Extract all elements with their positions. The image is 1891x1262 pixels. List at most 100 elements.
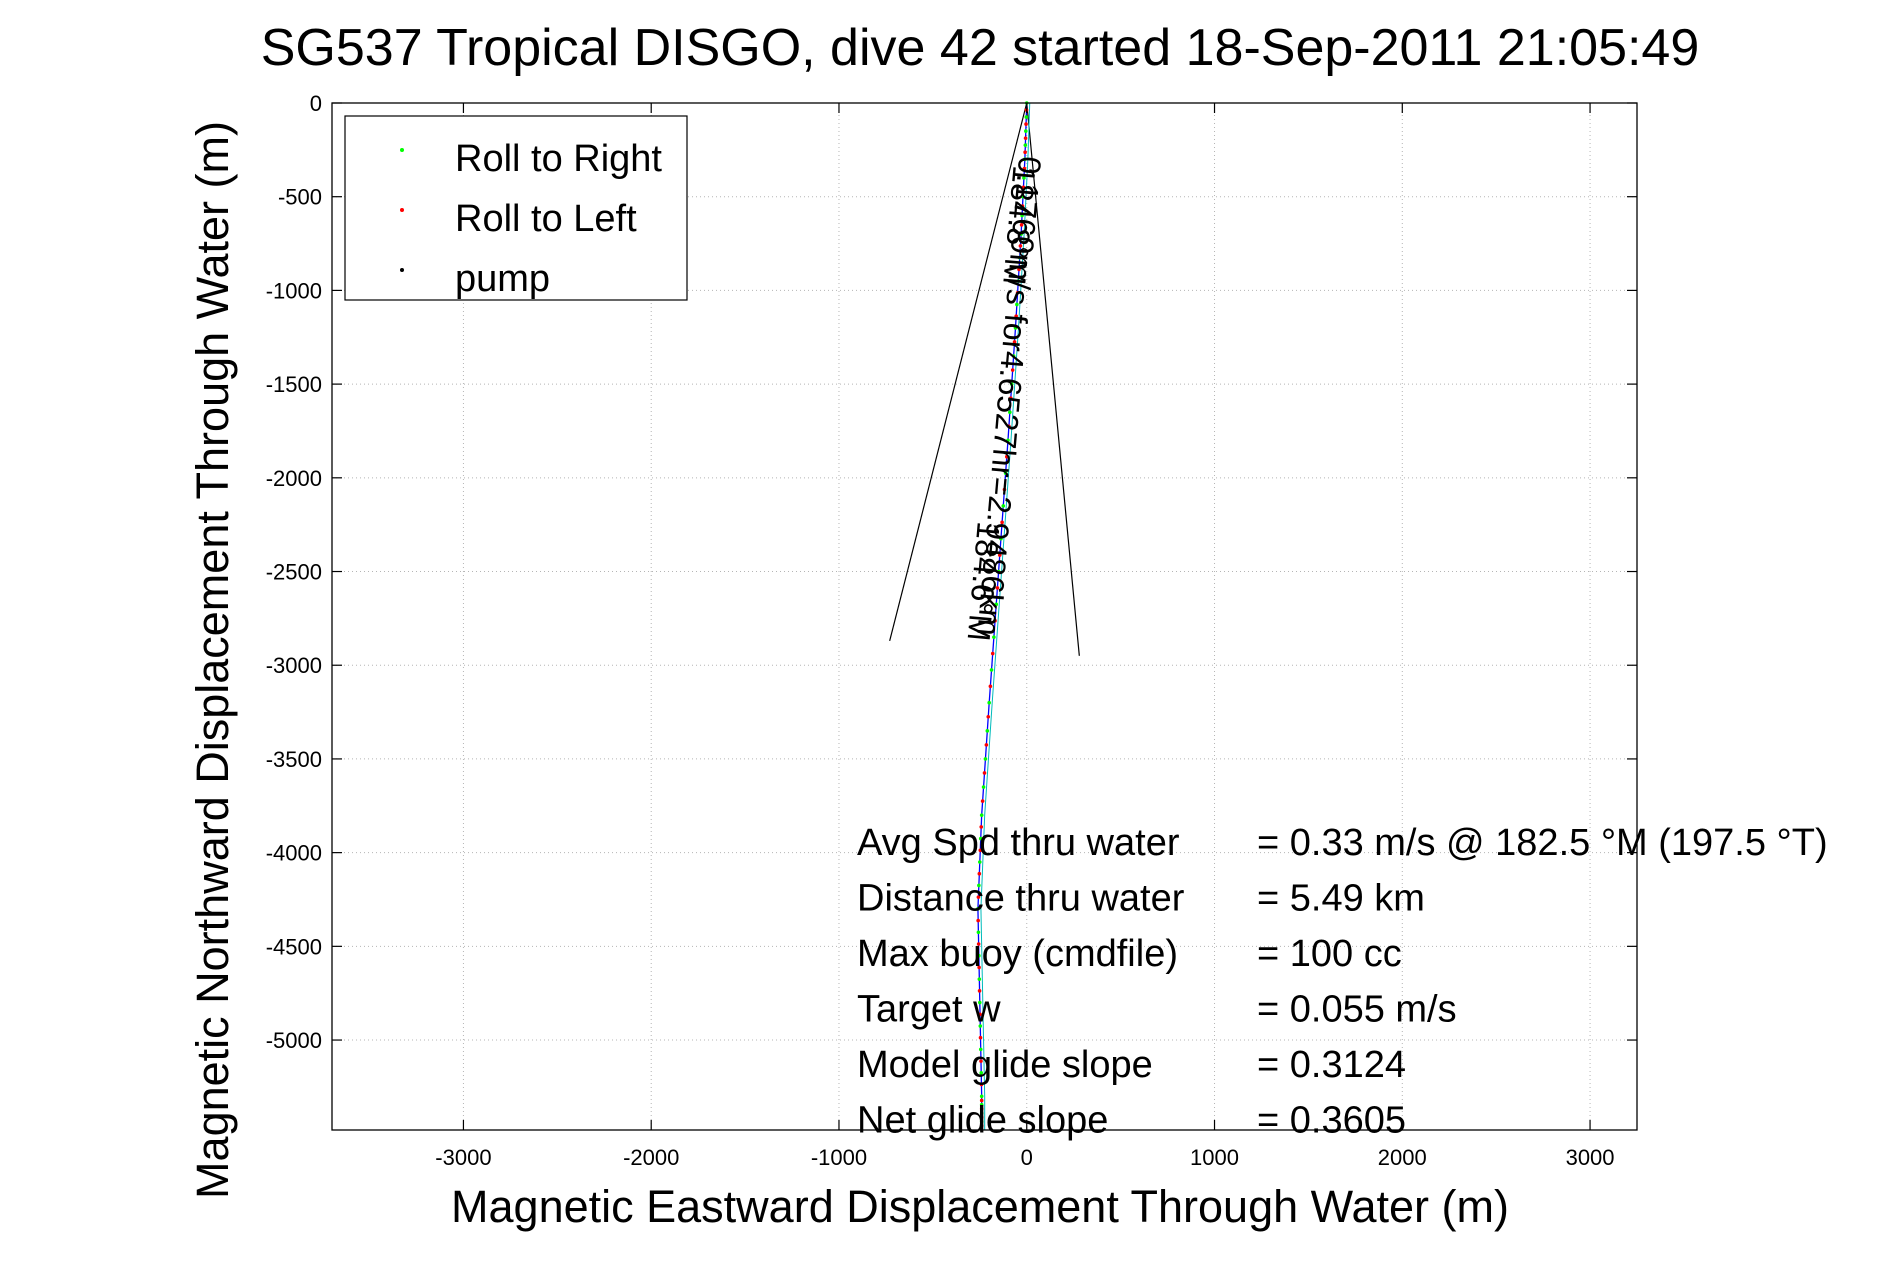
track-point	[1008, 396, 1013, 400]
stats-annotations: Avg Spd thru water = 0.33 m/s @ 182.5 °M …	[857, 822, 1828, 1142]
annotation-label: Avg Spd thru water	[857, 822, 1180, 864]
y-tick-label: -1000	[266, 278, 322, 303]
track-point	[1009, 382, 1014, 386]
track-point	[979, 1094, 984, 1099]
legend-marker	[400, 148, 404, 152]
x-tick-label: 2000	[1378, 1145, 1427, 1170]
track-point	[978, 848, 983, 853]
heading-cone-line	[1026, 102, 1080, 656]
y-tick-label: -1500	[266, 372, 322, 397]
track-point	[978, 1047, 983, 1052]
track-point	[1014, 314, 1018, 318]
annotation-label: Model glide slope	[857, 1044, 1153, 1086]
track-point	[978, 1012, 982, 1017]
track-point	[1024, 122, 1028, 126]
track-point	[1021, 194, 1025, 199]
track-point	[1023, 143, 1028, 147]
track-point	[984, 743, 989, 747]
y-tick-label: -4000	[266, 841, 322, 866]
track-point	[977, 989, 982, 993]
plot-area-frame	[331, 102, 1638, 1131]
track-point	[986, 714, 991, 719]
track-point	[1021, 185, 1026, 190]
track-point	[988, 684, 993, 689]
track-point	[980, 799, 985, 803]
annotation-label: Max buoy (cmdfile)	[857, 933, 1178, 975]
annotation-label: Target w	[857, 989, 1001, 1031]
track-point	[996, 569, 1001, 574]
annotation-value: = 0.055 m/s	[1257, 989, 1457, 1031]
track-point	[976, 895, 981, 899]
track-point	[1024, 115, 1029, 119]
track-point	[989, 668, 994, 672]
track-point	[976, 942, 981, 946]
legend: Roll to Right Roll to Left pump	[344, 115, 688, 301]
track-point	[994, 602, 999, 607]
track-point	[993, 618, 997, 623]
track-point	[978, 1000, 982, 1005]
track-point	[978, 1024, 983, 1028]
legend-label: pump	[455, 258, 550, 300]
legend-marker	[400, 208, 404, 212]
track-point	[985, 729, 990, 733]
track-point	[1002, 487, 1007, 492]
track-point	[1001, 504, 1006, 508]
track-point	[1017, 255, 1022, 260]
legend-label: Roll to Left	[455, 198, 637, 240]
annotation-value: = 0.3124	[1257, 1044, 1406, 1086]
track-point	[990, 651, 995, 656]
track-point	[977, 953, 981, 958]
y-tick-label: -4500	[266, 934, 322, 959]
track-point	[1017, 267, 1021, 272]
track-point	[992, 635, 996, 639]
track-point	[979, 1102, 984, 1107]
annotation-label: Distance thru water	[857, 878, 1185, 920]
track-point	[1016, 279, 1021, 283]
track-point	[1003, 471, 1008, 475]
track-point	[1023, 157, 1027, 162]
chart-title: SG537 Tropical DISGO, dive 42 started 18…	[261, 19, 1700, 77]
annotation-value: = 5.49 km	[1257, 878, 1425, 920]
track-point	[977, 883, 981, 888]
track-point	[979, 1098, 984, 1103]
annotation-value: = 100 cc	[1257, 933, 1402, 975]
track-point	[1011, 354, 1016, 358]
track-point	[977, 871, 982, 876]
x-tick-label: 1000	[1190, 1145, 1239, 1170]
track-point	[1019, 223, 1024, 227]
track-point	[999, 536, 1003, 541]
x-tick-label: -2000	[623, 1145, 679, 1170]
track-point	[1023, 136, 1028, 140]
data-lines	[889, 101, 1080, 1130]
annotation-value: = 0.33 m/s @ 182.5 °M (197.5 °T)	[1257, 822, 1828, 864]
legend-marker	[400, 268, 404, 272]
track-point	[979, 1119, 984, 1124]
x-tick-label: -3000	[435, 1145, 491, 1170]
heading-cone-line	[889, 102, 1028, 642]
track-point	[976, 930, 981, 935]
track-point	[1024, 129, 1028, 133]
track-point	[1018, 244, 1023, 248]
track-point	[979, 1082, 984, 1087]
axis-ticks: -3000 -2000 -1000 0 1000 2000 3000 0 -500 -1000 -1…	[266, 91, 1637, 1170]
track-point	[981, 785, 986, 789]
track-point	[977, 977, 982, 981]
track-point	[1010, 368, 1015, 372]
track-point	[1020, 213, 1024, 218]
track-point	[978, 836, 983, 841]
track-point	[1012, 340, 1017, 344]
track-point	[1004, 454, 1009, 459]
track-point	[979, 1123, 984, 1128]
track-point	[1007, 424, 1011, 429]
track-point	[979, 1107, 984, 1111]
track-point	[997, 553, 1002, 557]
x-tick-label: 3000	[1566, 1145, 1615, 1170]
track-point	[977, 965, 981, 970]
x-tick-label: 0	[1021, 1145, 1033, 1170]
track-point	[979, 813, 984, 817]
track-point	[987, 700, 991, 705]
track-point	[979, 1059, 983, 1063]
track-point	[976, 907, 980, 911]
